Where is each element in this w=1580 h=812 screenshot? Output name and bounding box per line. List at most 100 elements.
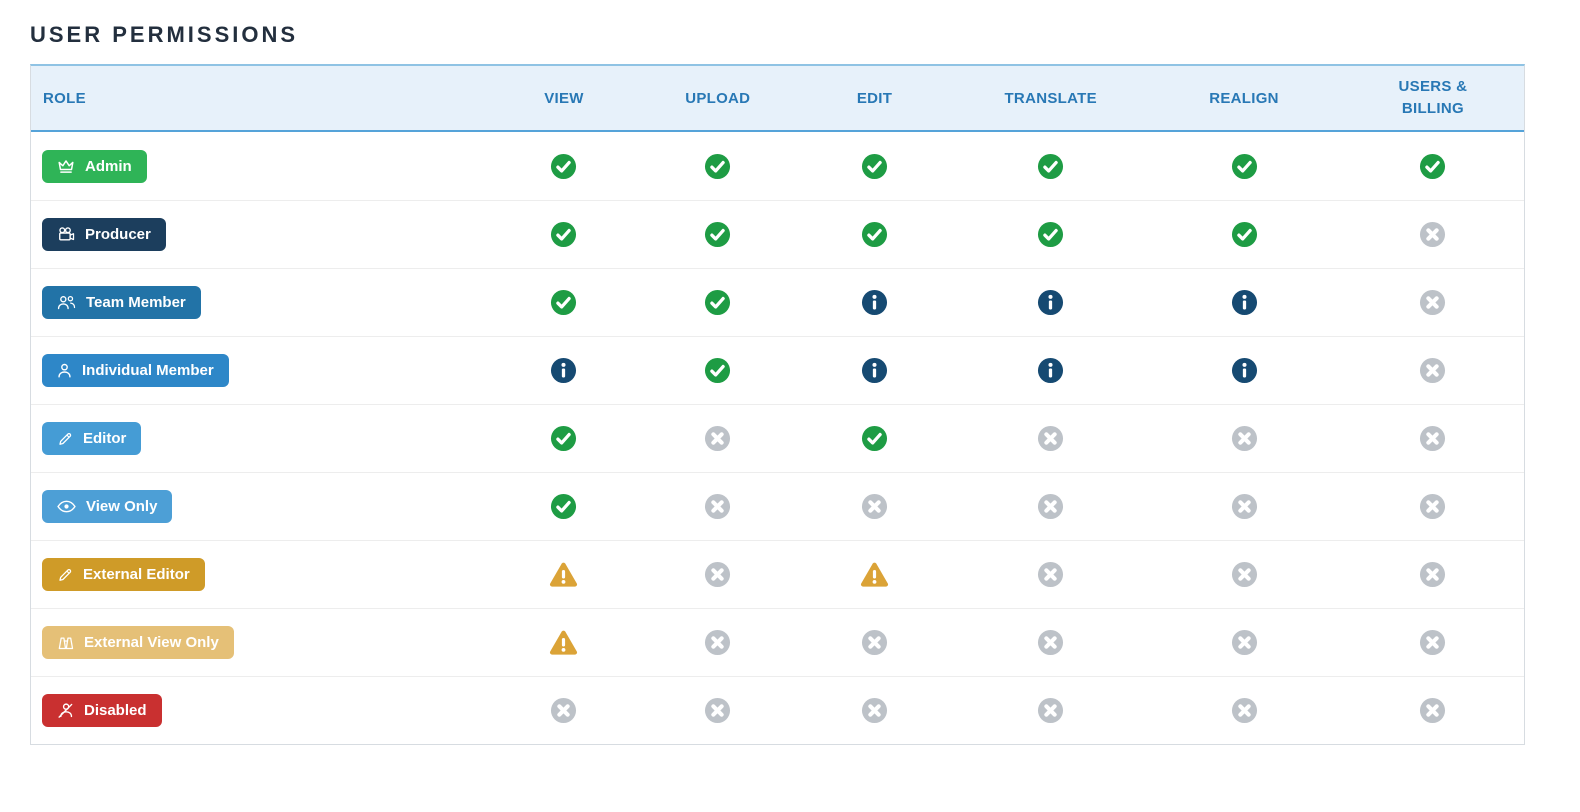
column-header-upload: UPLOAD [641,66,794,132]
x-circle [1419,629,1446,656]
x-circle [1419,425,1446,452]
permission-cell [955,676,1147,744]
pencil-icon [57,431,73,447]
permission-cell [641,200,794,268]
permission-cell [486,336,642,404]
check-circle [861,153,888,180]
check-circle [550,289,577,316]
info-circle[interactable] [1231,289,1258,316]
role-cell: Disabled [31,676,487,744]
eye-icon [57,500,76,513]
role-cell: Admin [31,132,486,200]
permission-cell [1146,608,1342,676]
check-circle [550,493,577,520]
table-row: External View Only [31,608,1524,676]
role-cell: Producer [31,200,487,268]
permission-cell [793,676,956,744]
permission-cell [1341,200,1524,268]
x-circle [550,697,577,724]
table-header: ROLE VIEW UPLOAD EDIT TRANSLATE REALIGN USERS… [31,66,1524,132]
table-row: View Only [31,472,1524,540]
permission-cell [793,608,956,676]
warning-triangle [548,561,579,589]
x-circle [1231,629,1258,656]
header-row: ROLE VIEW UPLOAD EDIT TRANSLATE REALIGN USERS… [31,66,1524,132]
role-badge-view-only: View Only [42,490,173,523]
permission-cell [641,608,794,676]
permission-cell [955,336,1147,404]
role-badge-individual-member: Individual Member [42,354,229,387]
permission-cell [642,132,794,200]
permission-cell [1146,268,1342,336]
x-circle [1037,561,1064,588]
pencil-icon [57,567,73,583]
permission-cell [1341,404,1524,472]
permission-cell [793,200,956,268]
permission-cell [641,540,794,608]
person-slash-icon [57,702,74,719]
x-circle [1419,697,1446,724]
table-row: External Editor [31,540,1524,608]
permission-cell [1341,608,1524,676]
person-icon [57,363,72,378]
permission-cell [1146,132,1342,200]
info-circle[interactable] [1037,289,1064,316]
video-camera-icon [57,226,75,243]
role-cell: Individual Member [31,336,487,404]
x-circle [704,493,731,520]
permission-cell [794,132,955,200]
check-circle [1419,153,1446,180]
table-row: Disabled [31,676,1524,744]
x-circle [1231,425,1258,452]
table-row: Admin [31,132,1524,200]
permission-cell [486,472,642,540]
column-header-translate: TRANSLATE [955,66,1147,132]
table-row: Producer [31,200,1524,268]
x-circle [1231,697,1258,724]
permission-cell [486,404,642,472]
permission-cell [486,268,642,336]
table-row: Editor [31,404,1524,472]
role-cell: External Editor [31,540,487,608]
user-permissions-table: ROLE VIEW UPLOAD EDIT TRANSLATE REALIGN USERS… [30,64,1525,745]
permission-cell [955,268,1147,336]
x-circle [861,493,888,520]
check-circle [704,289,731,316]
x-circle [1231,561,1258,588]
permission-cell [793,472,956,540]
permission-cell [641,336,794,404]
x-circle [704,697,731,724]
permission-cell [486,676,642,744]
warning-triangle [548,629,579,657]
x-circle [1037,493,1064,520]
check-circle [550,153,577,180]
x-circle [1037,629,1064,656]
check-circle [1231,153,1258,180]
role-badge-team-member: Team Member [42,286,201,319]
x-circle [861,697,888,724]
info-circle[interactable] [1231,357,1258,384]
info-circle[interactable] [550,357,577,384]
permission-cell [486,200,642,268]
permission-cell [1146,404,1342,472]
check-circle [550,221,577,248]
role-badge-editor: Editor [42,422,142,455]
table-row: Individual Member [31,336,1524,404]
check-circle [704,221,731,248]
permission-cell [1341,676,1524,744]
x-circle [1037,697,1064,724]
permission-cell [1341,472,1524,540]
info-circle[interactable] [861,357,888,384]
permission-cell [955,404,1147,472]
info-circle[interactable] [861,289,888,316]
role-cell: External View Only [31,608,487,676]
check-circle [550,425,577,452]
column-header-role: ROLE [31,66,487,132]
permission-cell [641,404,794,472]
permission-cell [955,132,1146,200]
binoculars-icon [57,635,74,650]
info-circle[interactable] [1037,357,1064,384]
role-cell: Editor [31,404,487,472]
x-circle [1419,493,1446,520]
role-cell: View Only [31,472,487,540]
